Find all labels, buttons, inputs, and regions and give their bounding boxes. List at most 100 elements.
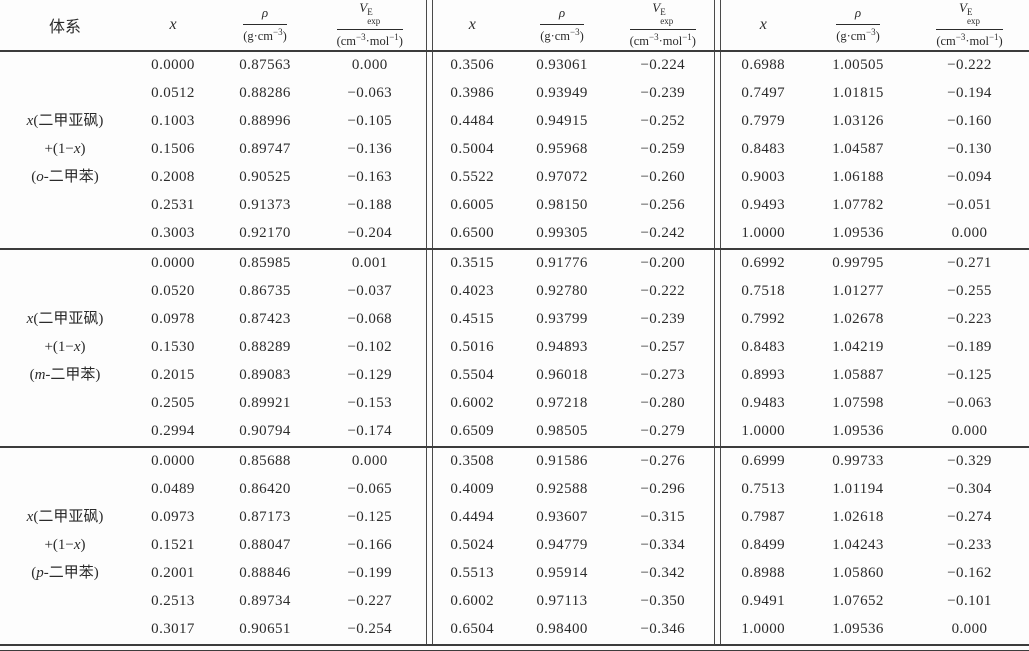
cell-rho: 0.95914 <box>536 565 588 582</box>
cell-v: −0.174 <box>347 423 393 440</box>
column-separator <box>425 277 433 306</box>
cell-v: −0.223 <box>947 311 992 328</box>
cell-x: 0.2505 <box>151 395 195 412</box>
cell-x: 0.6002 <box>450 395 495 412</box>
cell-rho: 1.09536 <box>832 225 884 242</box>
cell-v: −0.224 <box>640 57 686 74</box>
cell-x: 0.7497 <box>741 85 786 102</box>
cell-rho: 1.07598 <box>832 395 884 412</box>
column-separator <box>425 163 433 192</box>
system-label-line: +(1−x) <box>44 338 86 355</box>
table-row: 0.2505 0.89921 −0.153 0.6002 0.97218 −0.280 0.… <box>0 389 1029 418</box>
cell-rho: 0.95968 <box>536 141 588 158</box>
cell-v: −0.194 <box>947 85 992 102</box>
column-separator <box>425 219 433 249</box>
cell-v: −0.329 <box>910 445 1029 476</box>
column-separator <box>713 615 721 644</box>
cell-x: 0.2008 <box>151 169 195 186</box>
header-x-3: x <box>720 0 806 52</box>
cell-v: −0.315 <box>640 509 686 526</box>
cell-x: 0.4023 <box>450 283 495 300</box>
cell-v: −0.273 <box>640 367 686 384</box>
cell-x: 0.1506 <box>151 141 195 158</box>
column-separator <box>713 247 721 278</box>
column-separator <box>425 135 433 164</box>
cell-v: −0.239 <box>640 311 686 328</box>
cell-x: 0.4494 <box>450 509 495 526</box>
table-row: 0.1003 0.88996 −0.105 0.4484 0.94915 −0.252 0.… <box>0 107 1029 136</box>
table-body: x(二甲亚砜) +(1−x) (o-二甲苯) 0.0000 0.87563 0.000 0.… <box>0 50 1029 644</box>
column-separator <box>713 135 721 164</box>
system-label: x(二甲亚砜) +(1−x) (p-二甲苯) <box>0 445 130 644</box>
cell-rho: 0.97113 <box>536 593 588 610</box>
cell-v: −0.276 <box>612 445 714 476</box>
cell-rho: 0.87423 <box>239 311 291 328</box>
cell-x: 1.0000 <box>741 423 786 440</box>
cell-rho: 0.92588 <box>536 481 588 498</box>
header-system: 体系 <box>0 0 130 52</box>
cell-rho: 0.89734 <box>239 593 291 610</box>
cell-v: 0.000 <box>951 621 988 638</box>
column-separator <box>425 305 433 334</box>
system-label-line: (p-二甲苯) <box>31 564 99 581</box>
cell-x: 0.8483 <box>741 141 786 158</box>
cell-x: 0.3986 <box>450 85 495 102</box>
column-separator <box>713 389 721 418</box>
table-row: 0.0512 0.88286 −0.063 0.3986 0.93949 −0.239 0.… <box>0 79 1029 108</box>
cell-v: −0.094 <box>947 169 992 186</box>
cell-x: 0.9483 <box>741 395 786 412</box>
cell-v: −0.102 <box>347 339 393 356</box>
cell-v: −0.166 <box>347 537 393 554</box>
cell-rho: 1.01277 <box>832 283 884 300</box>
system-label: x(二甲亚砜) +(1−x) (m-二甲苯) <box>0 247 130 447</box>
cell-rho: 1.04587 <box>832 141 884 158</box>
cell-rho: 0.86735 <box>239 283 291 300</box>
cell-x: 0.3017 <box>151 621 195 638</box>
cell-x: 0.1003 <box>151 113 195 130</box>
cell-v: −0.136 <box>347 141 393 158</box>
cell-x: 0.0000 <box>130 445 216 476</box>
cell-v: −0.200 <box>612 247 714 278</box>
cell-v: −0.254 <box>347 621 393 638</box>
cell-x: 0.8499 <box>741 537 786 554</box>
column-separator <box>425 107 433 136</box>
cell-v: −0.189 <box>947 339 992 356</box>
cell-rho: 0.88286 <box>239 85 291 102</box>
system-label-line: (m-二甲苯) <box>29 366 101 383</box>
column-separator <box>425 475 433 504</box>
column-separator <box>713 277 721 306</box>
cell-v: 0.000 <box>951 423 988 440</box>
cell-x: 0.6005 <box>450 197 495 214</box>
system-label-line: x(二甲亚砜) <box>26 113 104 130</box>
table-row: 0.1530 0.88289 −0.102 0.5016 0.94893 −0.257 0.… <box>0 333 1029 362</box>
column-separator <box>425 417 433 447</box>
cell-x: 0.2001 <box>151 565 195 582</box>
cell-rho: 0.99795 <box>806 247 910 278</box>
cell-x: 0.5504 <box>450 367 495 384</box>
cell-x: 0.6999 <box>720 445 806 476</box>
cell-rho: 0.91586 <box>512 445 612 476</box>
cell-v: −0.271 <box>910 247 1029 278</box>
column-separator <box>713 587 721 616</box>
cell-v: −0.304 <box>947 481 992 498</box>
cell-v: −0.259 <box>640 141 686 158</box>
cell-rho: 0.88996 <box>239 113 291 130</box>
cell-x: 0.3515 <box>432 247 512 278</box>
column-separator <box>425 0 433 52</box>
cell-v: −0.256 <box>640 197 686 214</box>
cell-v: −0.065 <box>347 481 393 498</box>
cell-rho: 0.99733 <box>806 445 910 476</box>
cell-rho: 0.88289 <box>239 339 291 356</box>
cell-x: 0.3506 <box>450 57 495 74</box>
cell-v: −0.105 <box>347 113 393 130</box>
table-row: x(二甲亚砜) +(1−x) (m-二甲苯) 0.0000 0.85985 0.001 0.… <box>0 247 1029 447</box>
cell-x: 0.1521 <box>151 537 195 554</box>
cell-x: 0.4484 <box>450 113 495 130</box>
cell-v: −0.199 <box>347 565 393 582</box>
column-separator <box>713 107 721 136</box>
